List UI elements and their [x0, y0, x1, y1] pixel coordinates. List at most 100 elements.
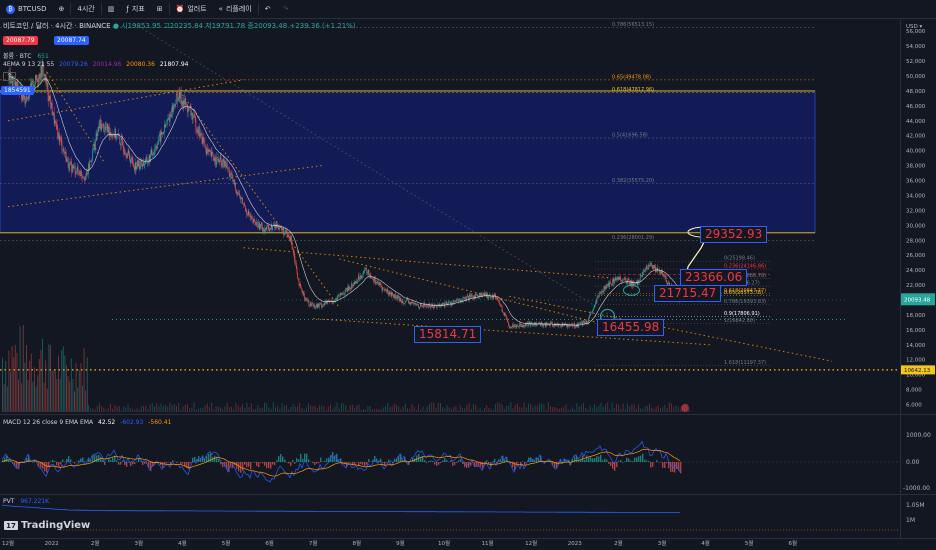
volume-bar: [376, 408, 378, 412]
volume-bar: [528, 403, 529, 412]
sell-price-pill[interactable]: 20087.79: [3, 36, 38, 45]
tradingview-logo[interactable]: 17 TradingView: [4, 520, 90, 531]
candle-body: [35, 75, 37, 80]
x-axis-tick: 8월: [353, 539, 362, 547]
candle-body: [617, 277, 619, 281]
candle-body: [285, 230, 287, 232]
redo-button[interactable]: ↷: [277, 0, 295, 18]
candle-body: [350, 287, 352, 290]
candle-body: [286, 230, 287, 233]
volume-bar: [173, 403, 175, 412]
volume-bar: [275, 407, 276, 412]
annotation-29352[interactable]: 29352.93: [700, 226, 768, 243]
volume-bar: [508, 405, 510, 412]
volume-bar: [110, 403, 111, 412]
volume-bar: [473, 404, 474, 412]
macd-histogram-bar: [484, 462, 486, 465]
macd-histogram-bar: [500, 459, 502, 462]
macd-histogram-bar: [476, 462, 478, 467]
candle-body: [478, 296, 479, 298]
volume-bar: [613, 407, 615, 412]
candle-body: [307, 299, 309, 303]
candle-body: [115, 128, 116, 139]
volume-bar: [134, 409, 136, 412]
candle-body: [662, 271, 663, 276]
volume-bar: [367, 406, 369, 412]
candle-body: [452, 301, 454, 304]
annotation-16455[interactable]: 16455.98: [597, 319, 665, 336]
candle-body: [573, 323, 575, 326]
replay-button[interactable]: « 리플레이: [213, 0, 258, 18]
candle-body: [360, 275, 362, 278]
candle-body: [387, 289, 389, 293]
candle-body: [326, 302, 328, 304]
macd-histogram-bar: [124, 462, 126, 466]
candle-body: [292, 247, 294, 249]
candle-body: [23, 96, 25, 99]
candle-body: [256, 221, 258, 227]
volume-bar: [591, 408, 593, 412]
undo-button[interactable]: ↶: [259, 0, 277, 18]
macd-histogram-bar: [34, 460, 36, 462]
volume-bar: [24, 362, 26, 412]
annotation-15814[interactable]: 15814.71: [414, 326, 482, 343]
volume-bar: [653, 409, 655, 412]
interval-button[interactable]: 4시간: [71, 0, 100, 18]
ema-value-21: 20080.36: [126, 61, 155, 68]
candle-body: [494, 293, 496, 298]
candle-body: [144, 163, 146, 165]
macd-histogram-bar: [150, 462, 152, 471]
macd-histogram-bar: [196, 459, 198, 462]
candle-body: [298, 278, 300, 286]
candle-body: [550, 322, 552, 323]
candle-body: [78, 171, 80, 175]
macd-histogram-bar: [132, 462, 134, 465]
volume-bar: [547, 402, 549, 412]
y-axis-tick: 56,000: [906, 29, 926, 35]
indicators-button[interactable]: ƒ 지표: [120, 0, 150, 18]
y-axis-tick: 28,000: [906, 238, 926, 244]
candle-body: [520, 324, 522, 327]
candle-body: [200, 132, 202, 137]
candle-body: [386, 289, 388, 292]
volume-bar: [640, 408, 642, 412]
candle-body: [450, 302, 452, 305]
compare-button[interactable]: ⊕: [53, 0, 71, 18]
volume-bar: [50, 345, 51, 412]
candle-body: [141, 164, 143, 167]
macd-histogram-bar: [522, 461, 524, 462]
pvt-legend: PVT 967.221K: [3, 498, 49, 505]
candle-body: [120, 137, 122, 146]
symbol-search[interactable]: ₿ BTCUSD: [0, 0, 53, 18]
volume-bar: [136, 408, 138, 412]
volume-bar: [385, 406, 386, 412]
candle-body: [426, 305, 428, 307]
chart-type-button[interactable]: ▥: [102, 0, 121, 18]
volume-bar: [290, 406, 292, 412]
annotation-23366[interactable]: 23366.06: [680, 269, 748, 286]
buy-price-pill[interactable]: 20087.74: [54, 36, 89, 45]
macd-histogram-bar: [390, 460, 392, 462]
candle-body: [145, 157, 147, 160]
macd-histogram-bar: [374, 456, 376, 462]
candle-body: [72, 165, 73, 173]
candle-body: [618, 277, 620, 280]
alert-button[interactable]: ⏰ 얼러트: [170, 0, 213, 18]
volume-bar: [633, 404, 635, 412]
collapse-legend-button[interactable]: ^: [3, 72, 17, 81]
volume-bar: [253, 409, 254, 412]
macd-histogram-bar: [148, 462, 150, 469]
volume-bar: [484, 408, 485, 412]
macd-histogram-bar: [628, 458, 630, 462]
candle-body: [473, 295, 475, 299]
candle-body: [111, 134, 113, 137]
volume-bar: [543, 404, 545, 412]
candle-body: [411, 301, 413, 303]
annotation-21715[interactable]: 21715.47: [654, 285, 722, 302]
candle-body: [562, 322, 564, 326]
candle-body: [609, 281, 611, 284]
volume-bar: [371, 409, 373, 412]
layout-button[interactable]: ⊞: [151, 0, 169, 18]
macd-histogram-bar: [182, 462, 184, 464]
